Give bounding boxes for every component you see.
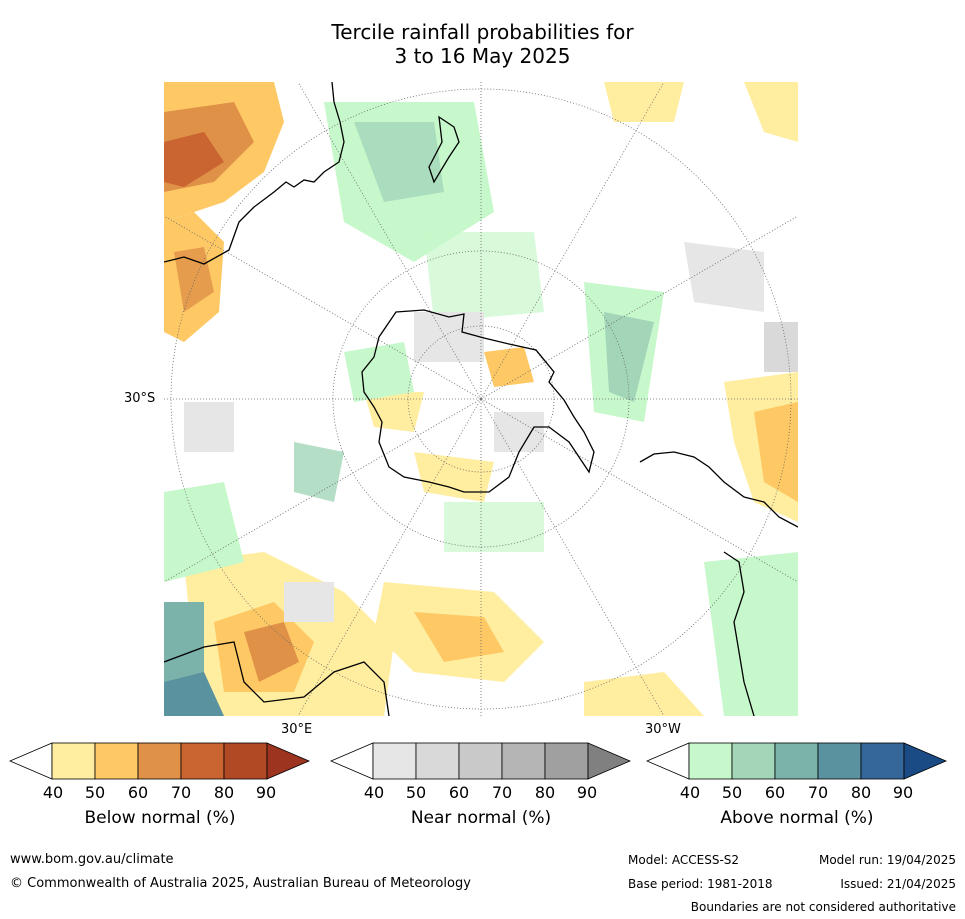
colorbar-near-tick: 90 (576, 783, 598, 802)
africa-coast (164, 641, 390, 716)
colorbar-above-segment (688, 742, 733, 780)
colorbar-below-segment (137, 742, 182, 780)
lat-label-30s: 30°S (124, 391, 156, 406)
copyright-text: © Commonwealth of Australia 2025, Austra… (10, 876, 471, 891)
polar-map[interactable] (164, 82, 798, 716)
colorbar-near-tick: 60 (448, 783, 470, 802)
colorbar-above-label: Above normal (%) (720, 808, 874, 828)
disclaimer-text: Boundaries are not considered authoritat… (690, 900, 956, 914)
colorbar-above-segment (860, 742, 905, 780)
colorbar-above-segment (774, 742, 819, 780)
colorbar-near-tick: 80 (534, 783, 556, 802)
colorbar-near-extend-high (587, 742, 632, 780)
base-period-text: Base period: 1981-2018 (628, 877, 773, 891)
lon-label-30e: 30°E (281, 722, 313, 737)
colorbar-below-svg (8, 742, 311, 780)
issued-text: Issued: 21/04/2025 (840, 877, 956, 891)
model-run-text: Model run: 19/04/2025 (818, 853, 956, 867)
colorbar-above-segment (731, 742, 776, 780)
colorbar-below-label: Below normal (%) (84, 808, 236, 828)
new-zealand-coast (428, 115, 460, 184)
title-line-1: Tercile rainfall probabilities for (331, 20, 634, 44)
lon-label-30w: 30°W (645, 722, 681, 737)
colorbar-below (8, 742, 311, 780)
colorbar-near-svg (329, 742, 632, 780)
colorbar-below-segment (180, 742, 225, 780)
colorbar-near-tick: 50 (405, 783, 427, 802)
colorbar-below-tick: 70 (170, 783, 192, 802)
colorbar-near-tick: 40 (363, 783, 385, 802)
title-line-2: 3 to 16 May 2025 (394, 44, 571, 68)
colorbar-above-tick: 70 (807, 783, 829, 802)
colorbar-below-tick: 80 (213, 783, 235, 802)
colorbar-near (329, 742, 632, 780)
colorbar-below-segment (51, 742, 96, 780)
colorbar-below-segment (94, 742, 139, 780)
antarctica-coast (361, 309, 595, 493)
colorbar-below-tick: 50 (84, 783, 106, 802)
model-text: Model: ACCESS-S2 (628, 853, 740, 867)
colorbar-below-segment (223, 742, 268, 780)
colorbar-below-tick: 40 (42, 783, 64, 802)
colorbar-below-tick: 60 (127, 783, 149, 802)
colorbar-above-tick: 40 (679, 783, 701, 802)
colorbar-near-segment (372, 742, 417, 780)
chart-title: Tercile rainfall probabilities for 3 to … (0, 20, 965, 68)
colorbar-above-tick: 80 (850, 783, 872, 802)
graticule (164, 82, 798, 716)
bom-climate-link[interactable]: www.bom.gov.au/climate (10, 852, 174, 867)
colorbar-below-extend-low (8, 742, 53, 780)
map-svg (164, 82, 798, 716)
colorbar-above-tick: 90 (892, 783, 914, 802)
coastlines (164, 82, 798, 716)
colorbar-near-tick: 70 (491, 783, 513, 802)
colorbar-near-segment (501, 742, 546, 780)
colorbar-above-extend-low (645, 742, 690, 780)
colorbar-above (645, 742, 948, 780)
south-america-coast (639, 451, 798, 528)
colorbar-below-extend-high (266, 742, 311, 780)
colorbar-below-tick: 90 (255, 783, 277, 802)
colorbar-above-svg (645, 742, 948, 780)
colorbar-above-tick: 50 (721, 783, 743, 802)
colorbar-near-segment (458, 742, 503, 780)
probability-field (164, 82, 798, 716)
colorbar-above-extend-high (903, 742, 948, 780)
colorbar-near-label: Near normal (%) (410, 808, 552, 828)
colorbar-near-segment (415, 742, 460, 780)
colorbar-near-segment (544, 742, 589, 780)
australia-coast (164, 82, 345, 265)
south-america-coast-2 (723, 551, 755, 716)
colorbar-above-tick: 60 (764, 783, 786, 802)
colorbar-near-extend-low (329, 742, 374, 780)
colorbar-above-segment (817, 742, 862, 780)
